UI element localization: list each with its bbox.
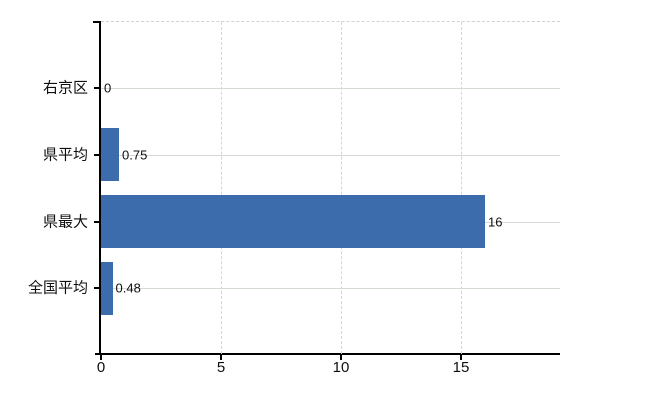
- x-axis-tick: [460, 354, 462, 360]
- x-axis-tick: [100, 354, 102, 360]
- x-tick-label: 5: [216, 359, 226, 376]
- y-axis-tick: [94, 220, 101, 223]
- plot-top-border: [101, 21, 560, 22]
- data-label: 0.48: [115, 280, 141, 296]
- category-label: 県最大: [42, 213, 88, 230]
- y-axis-tick: [94, 153, 101, 156]
- x-tick-label: 0: [96, 359, 106, 376]
- category-label: 全国平均: [27, 279, 88, 297]
- horizontal-gridline: [101, 288, 560, 290]
- x-axis-tick: [220, 354, 222, 360]
- vertical-gridline: [221, 22, 222, 354]
- data-label: 0.75: [122, 147, 148, 163]
- horizontal-gridline: [101, 154, 560, 156]
- horizontal-gridline: [101, 88, 560, 89]
- y-axis-tick: [94, 287, 101, 290]
- bar: [101, 128, 119, 182]
- x-axis-tick: [340, 354, 342, 360]
- x-tick-label: 15: [452, 359, 470, 376]
- bar: [101, 261, 113, 315]
- data-label: 16: [488, 214, 503, 229]
- y-axis-line: [99, 22, 101, 354]
- vertical-gridline: [461, 22, 462, 354]
- x-axis-line: [95, 353, 560, 355]
- category-label: 右京区: [42, 79, 88, 97]
- vertical-gridline: [341, 22, 342, 354]
- x-tick-label: 10: [332, 359, 350, 376]
- bar: [101, 195, 485, 248]
- y-axis-tick: [94, 87, 101, 89]
- category-label: 県平均: [42, 146, 88, 164]
- data-label: 0: [104, 80, 112, 96]
- y-axis-end-tick: [93, 21, 101, 23]
